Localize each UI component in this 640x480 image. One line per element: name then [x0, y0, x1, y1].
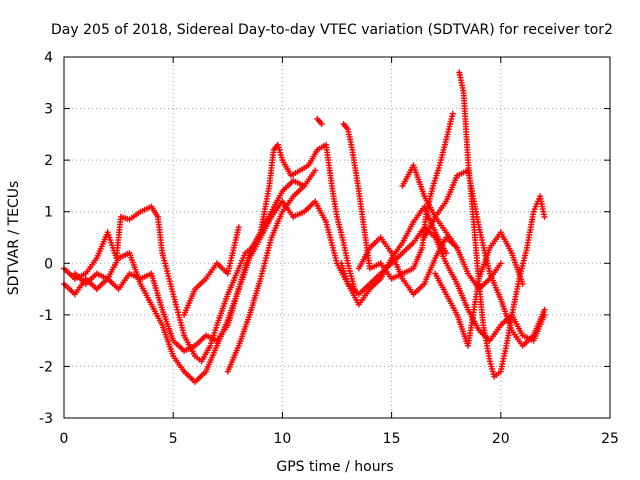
- x-tick-label: 10: [273, 431, 291, 447]
- data-point: [454, 244, 461, 251]
- series-track-12: [181, 224, 242, 318]
- series-track-15: [399, 162, 461, 251]
- data-point: [235, 224, 242, 231]
- x-tick-label: 5: [169, 431, 178, 447]
- data-point: [497, 260, 504, 267]
- data-point: [443, 250, 450, 256]
- series-track-18: [338, 203, 450, 308]
- data-point: [318, 121, 325, 127]
- series-track-4: [314, 115, 325, 127]
- series-track-17: [432, 229, 526, 349]
- x-tick-label: 20: [492, 431, 510, 447]
- x-tick-label: 0: [60, 431, 69, 447]
- y-tick-label: -3: [39, 411, 53, 427]
- y-tick-label: -1: [39, 308, 53, 324]
- series-track-13: [224, 167, 319, 375]
- data-point: [519, 280, 526, 287]
- y-tick-label: -2: [39, 359, 53, 375]
- y-tick-label: 3: [44, 102, 53, 118]
- data-point: [449, 110, 456, 117]
- y-tick-label: 4: [44, 50, 53, 66]
- y-tick-label: 2: [44, 153, 53, 169]
- data-point: [541, 213, 548, 220]
- y-tick-label: 1: [44, 205, 53, 221]
- x-tick-label: 15: [383, 431, 401, 447]
- chart-title: Day 205 of 2018, Sidereal Day-to-day VTE…: [51, 22, 613, 38]
- plot-frame: [63, 56, 611, 419]
- series-track-14: [355, 234, 504, 298]
- series-track-3: [279, 141, 358, 293]
- data-points: [61, 69, 548, 385]
- series-track-1: [61, 203, 161, 282]
- series-track-16: [421, 167, 548, 349]
- data-point: [541, 306, 548, 313]
- x-axis-label: GPS time / hours: [276, 459, 393, 475]
- y-axis-label: SDTVAR / TECUs: [6, 181, 22, 296]
- data-point: [312, 167, 319, 174]
- series-track-5: [340, 110, 456, 282]
- series-track-10: [71, 270, 242, 354]
- tick-labels: 0 5 10 15 20 25 -3 -2 -1 0 1 2 3 4: [39, 50, 619, 447]
- x-tick-label: 25: [601, 431, 619, 447]
- y-tick-label: 0: [44, 256, 53, 272]
